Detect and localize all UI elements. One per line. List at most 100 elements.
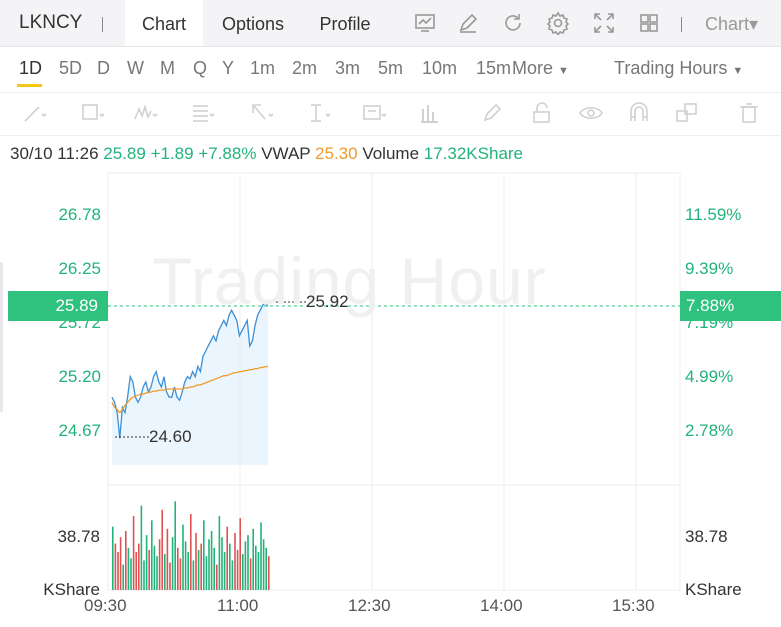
volume-bar — [125, 530, 127, 590]
period-y[interactable]: Y — [222, 58, 235, 78]
draw-pencil-icon[interactable] — [480, 101, 506, 125]
trash-icon[interactable] — [736, 101, 762, 125]
eye-icon[interactable] — [578, 101, 604, 125]
volume-bar — [153, 545, 156, 590]
text-box-icon[interactable] — [362, 101, 388, 125]
period-15m[interactable]: 15m — [476, 58, 512, 78]
volume-bar — [257, 552, 260, 590]
quote-change-pct: +7.88% — [198, 144, 257, 163]
volume-bar — [192, 560, 195, 590]
volume-bar — [262, 539, 265, 590]
volume-bar — [221, 537, 223, 590]
line-chart-icon[interactable] — [413, 11, 437, 35]
top-bar: LKNCY Chart Options Profile Chart▾ — [0, 0, 781, 47]
price-area-fill — [112, 303, 268, 465]
grid-layout-icon[interactable] — [637, 11, 661, 35]
trendline-icon[interactable] — [22, 101, 48, 125]
wave-icon[interactable] — [133, 101, 159, 125]
volume-bar — [242, 554, 244, 590]
volume-bar — [210, 530, 213, 590]
volume-unit-label-right: KShare — [685, 580, 742, 599]
volume-bar — [119, 537, 122, 590]
volume-bar — [208, 539, 210, 590]
volume-bar — [205, 556, 208, 590]
layers-icon[interactable] — [674, 101, 700, 125]
pct-axis-label: 4.99% — [685, 367, 734, 386]
caret-down-icon: ▼ — [558, 65, 569, 77]
text-cursor-icon[interactable] — [306, 101, 332, 125]
period-d[interactable]: D — [97, 58, 110, 78]
volume-bar — [132, 516, 135, 590]
low-label: 24.60 — [149, 427, 192, 446]
volume-axis-label-right: 38.78 — [685, 527, 728, 546]
lock-icon[interactable] — [529, 101, 555, 125]
time-axis-label: 12:30 — [348, 596, 391, 615]
arrow-icon[interactable] — [249, 101, 275, 125]
price-axis-label: 26.78 — [58, 205, 101, 224]
magnet-icon[interactable] — [626, 101, 652, 125]
volume-bar — [166, 528, 169, 590]
period-5m[interactable]: 5m — [378, 58, 404, 78]
volume-bar — [177, 547, 179, 590]
fib-icon[interactable] — [190, 101, 216, 125]
period-q[interactable]: Q — [193, 58, 208, 78]
chart-watermark: Trading Hour — [152, 244, 547, 318]
volume-bar — [190, 514, 192, 590]
time-axis-label: 11:00 — [217, 596, 259, 615]
pencil-icon[interactable] — [456, 11, 480, 35]
fullscreen-icon[interactable] — [592, 11, 616, 35]
time-axis-label: 14:00 — [480, 596, 523, 615]
left-scrollbar[interactable] — [0, 262, 3, 412]
divider — [681, 17, 682, 32]
volume-bar — [218, 516, 221, 590]
more-label: More — [512, 58, 554, 78]
period-5d[interactable]: 5D — [59, 58, 83, 78]
high-label: 25.92 — [306, 292, 349, 311]
bar-tool-icon[interactable] — [418, 101, 444, 125]
settings-icon[interactable] — [546, 11, 570, 35]
chart-menu-dropdown[interactable]: Chart▾ — [705, 14, 759, 34]
price-axis-label: 24.67 — [58, 421, 101, 440]
volume-bar — [130, 558, 132, 590]
hours-label: Trading Hours — [614, 58, 728, 78]
tab-chart[interactable]: Chart — [125, 0, 203, 46]
period-1d[interactable]: 1D — [19, 58, 43, 78]
period-10m[interactable]: 10m — [422, 58, 458, 78]
period-w[interactable]: W — [127, 58, 144, 78]
tab-profile[interactable]: Profile — [319, 14, 371, 34]
rectangle-icon[interactable] — [80, 101, 106, 125]
volume-value: 17.32KShare — [423, 144, 524, 163]
quote-info-line: 30/10 11:26 25.89 +1.89 +7.88% VWAP 25.3… — [10, 144, 523, 164]
volume-bar — [138, 543, 140, 590]
volume-bar — [164, 554, 166, 590]
vwap-line — [111, 365, 268, 414]
volume-bar — [260, 522, 262, 590]
volume-bar — [229, 543, 231, 590]
volume-bar — [231, 560, 234, 590]
pct-axis-label: 2.78% — [685, 421, 734, 440]
more-periods-dropdown[interactable]: More ▼ — [512, 58, 569, 79]
volume-bar — [117, 552, 119, 590]
tab-options[interactable]: Options — [221, 14, 285, 34]
volume-bar — [140, 505, 143, 590]
period-2m[interactable]: 2m — [292, 58, 318, 78]
period-1m[interactable]: 1m — [250, 58, 276, 78]
period-m[interactable]: M — [160, 58, 175, 78]
volume-bar — [122, 564, 124, 590]
divider — [102, 17, 103, 32]
volume-bar — [151, 520, 153, 590]
volume-bar — [268, 556, 270, 590]
refresh-icon[interactable] — [501, 11, 525, 35]
vwap-value: 25.30 — [315, 144, 358, 163]
volume-bar — [265, 547, 267, 590]
volume-bar — [197, 549, 200, 590]
volume-bar — [203, 520, 205, 590]
period-3m[interactable]: 3m — [335, 58, 361, 78]
trading-hours-dropdown[interactable]: Trading Hours ▼ — [614, 58, 743, 79]
pct-axis-label: 9.39% — [685, 259, 734, 278]
quote-price: 25.89 — [103, 144, 146, 163]
symbol-title: LKNCY — [19, 12, 83, 33]
chart-frame — [107, 172, 681, 591]
volume-bar — [223, 552, 226, 590]
